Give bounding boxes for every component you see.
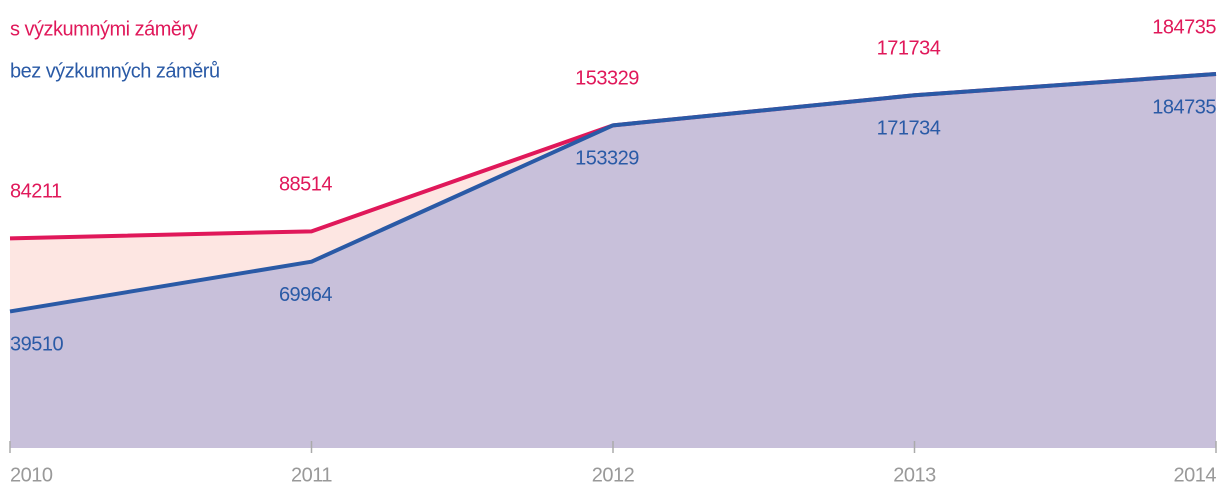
data-label: 84211 [10, 181, 62, 203]
data-label: 171734 [877, 118, 941, 140]
area [10, 74, 1216, 449]
data-label: 153329 [575, 148, 639, 170]
data-label: 39510 [10, 334, 63, 356]
data-label: 88514 [279, 174, 332, 196]
data-label: 184735 [1152, 16, 1216, 38]
data-label: 171734 [877, 38, 941, 60]
data-label: 184735 [1152, 96, 1216, 118]
x-tick-label: 2014 [1174, 464, 1217, 486]
data-label: 69964 [279, 284, 332, 306]
x-tick-label: 2010 [10, 464, 53, 486]
x-tick-label: 2013 [893, 464, 936, 486]
line [9, 72, 1217, 314]
legend-label: s výzkumnými záměry [10, 18, 198, 40]
data-label: 153329 [575, 68, 639, 90]
x-tick-label: 2011 [291, 464, 332, 486]
x-tick-label: 2012 [592, 464, 635, 486]
legend-label: bez výzkumných záměrů [10, 60, 220, 82]
